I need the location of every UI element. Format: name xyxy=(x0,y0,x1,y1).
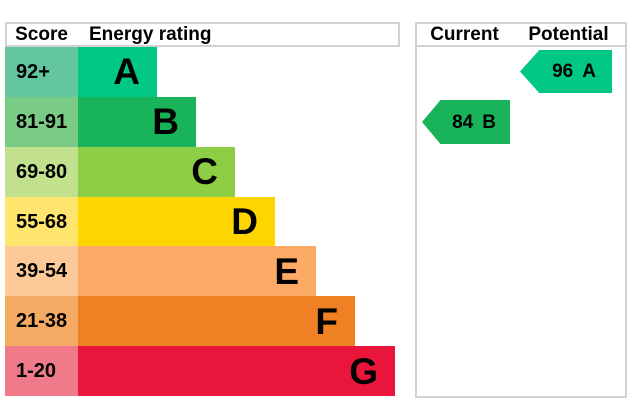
potential-rating-value: 96 xyxy=(552,61,574,82)
band-row-f: 21-38 F xyxy=(5,296,400,347)
current-rating-value: 84 xyxy=(452,111,474,133)
potential-column-header: Potential xyxy=(512,22,627,47)
band-bar-a: A xyxy=(78,47,157,97)
current-rating-arrow: 84 B xyxy=(422,100,510,144)
potential-rating-band: A xyxy=(582,61,596,82)
band-row-b: 81-91 B xyxy=(5,96,400,147)
band-row-d: 55-68 D xyxy=(5,196,400,247)
score-range-e: 39-54 xyxy=(5,246,78,297)
score-range-g: 1-20 xyxy=(5,346,78,397)
potential-column-body xyxy=(512,47,627,398)
band-letter-d: D xyxy=(231,201,258,242)
band-bar-b: B xyxy=(78,96,196,147)
score-range-d: 55-68 xyxy=(5,196,78,247)
band-letter-f: F xyxy=(315,300,338,342)
current-column-header: Current xyxy=(415,22,514,47)
current-column-body xyxy=(415,47,514,398)
band-letter-b: B xyxy=(152,101,179,143)
band-letter-g: G xyxy=(349,350,378,392)
band-row-a: 92+ A xyxy=(5,47,400,97)
band-bar-f: F xyxy=(78,296,355,347)
energy-rating-column-header: Energy rating xyxy=(76,22,400,47)
score-range-f: 21-38 xyxy=(5,296,78,347)
score-range-c: 69-80 xyxy=(5,146,78,197)
rating-bands: 92+ A 81-91 B 69-80 C 55-68 D 39-54 xyxy=(5,47,400,397)
band-bar-d: D xyxy=(78,196,275,247)
band-row-c: 69-80 C xyxy=(5,146,400,197)
band-row-e: 39-54 E xyxy=(5,246,400,297)
score-range-b: 81-91 xyxy=(5,96,78,147)
band-letter-c: C xyxy=(191,151,218,193)
band-letter-a: A xyxy=(113,51,140,93)
band-row-g: 1-20 G xyxy=(5,346,400,397)
potential-rating-arrow: 96 A xyxy=(520,50,612,93)
band-bar-c: C xyxy=(78,146,235,197)
score-column-header: Score xyxy=(5,22,78,47)
current-rating-band: B xyxy=(482,111,496,133)
score-range-a: 92+ xyxy=(5,47,78,97)
band-bar-g: G xyxy=(78,346,395,397)
band-letter-e: E xyxy=(274,250,299,292)
band-bar-e: E xyxy=(78,246,316,297)
